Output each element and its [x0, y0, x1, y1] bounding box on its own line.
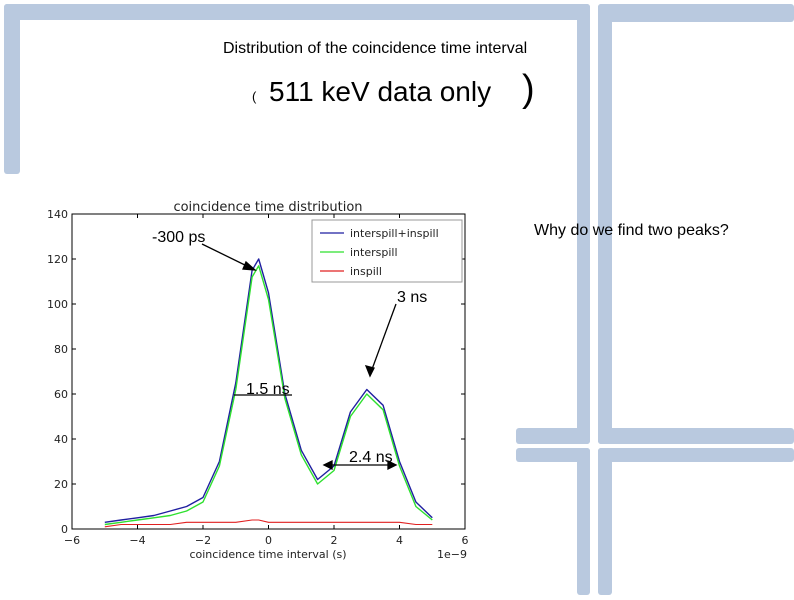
y-tick-label: 60	[54, 388, 68, 401]
arrow-separation-left-head	[322, 459, 333, 471]
x-tick-label: 2	[331, 534, 338, 547]
y-tick-label: 80	[54, 343, 68, 356]
frame-bar-right-inner	[577, 4, 590, 444]
chart-container: coincidence time distribution −6 −4 −2 0 2 4 6…	[10, 176, 515, 595]
series-line-interspill	[104, 265, 433, 526]
chart-legend: interspill+inspill interspill inspill	[311, 219, 463, 283]
x-tick-label: −4	[129, 534, 145, 547]
legend-box	[311, 219, 463, 283]
frame-bar-middle-left	[516, 428, 590, 444]
chart-title: coincidence time distribution	[173, 200, 362, 215]
coincidence-time-chart: coincidence time distribution −6 −4 −2 0 2 4 6…	[47, 200, 469, 561]
x-tick-label: 6	[462, 534, 469, 547]
frame-bar-lower	[516, 448, 590, 462]
legend-label: interspill+inspill	[350, 227, 439, 240]
arrow-peak2	[370, 303, 397, 373]
frame-bar-top	[4, 4, 590, 20]
y-tick-label: 120	[47, 253, 68, 266]
frame-bar-top-right	[598, 4, 794, 22]
annotation-arrows	[201, 243, 398, 471]
frame-bar-right-vertical	[598, 4, 612, 444]
frame-bar-bottom-vertical-2	[577, 448, 590, 595]
series-line-inspill	[104, 519, 433, 528]
y-tick-label: 0	[61, 523, 68, 536]
slide-subtitle: 511 keV data only	[269, 76, 492, 107]
annotation-width: 1.5 ns	[246, 381, 290, 398]
y-tick-label: 40	[54, 433, 68, 446]
series-layer	[104, 258, 433, 528]
x-tick-label: 0	[265, 534, 272, 547]
frame-bar-lower-right	[598, 448, 794, 462]
frame-bar-bottom-vertical	[598, 448, 612, 595]
x-axis-label: coincidence time interval (s)	[189, 548, 346, 561]
slide-title: Distribution of the coincidence time int…	[223, 40, 528, 57]
slide-subtitle-paren-close: )	[522, 68, 535, 110]
x-tick-label: −6	[64, 534, 80, 547]
arrow-peak2-head	[364, 365, 375, 378]
arrow-separation-right-head	[387, 459, 398, 471]
arrow-peak1-head	[242, 260, 257, 271]
frame-bar-left	[4, 4, 20, 174]
slide-subtitle-paren-open: (	[252, 89, 257, 104]
x-axis-offset-label: 1e−9	[437, 548, 467, 561]
x-tick-label: 4	[396, 534, 403, 547]
x-tick-label: −2	[195, 534, 211, 547]
annotation-peak1: -300 ps	[152, 229, 206, 246]
y-tick-label: 100	[47, 298, 68, 311]
annotation-separation: 2.4 ns	[349, 449, 393, 466]
slide-question: Why do we find two peaks?	[534, 222, 729, 239]
annotation-peak2: 3 ns	[397, 289, 428, 306]
y-tick-label: 140	[47, 208, 68, 221]
legend-label: inspill	[350, 265, 382, 278]
legend-label: interspill	[350, 246, 398, 259]
series-line-interspill-inspill	[104, 258, 433, 523]
y-tick-label: 20	[54, 478, 68, 491]
frame-bar-middle	[598, 428, 794, 444]
